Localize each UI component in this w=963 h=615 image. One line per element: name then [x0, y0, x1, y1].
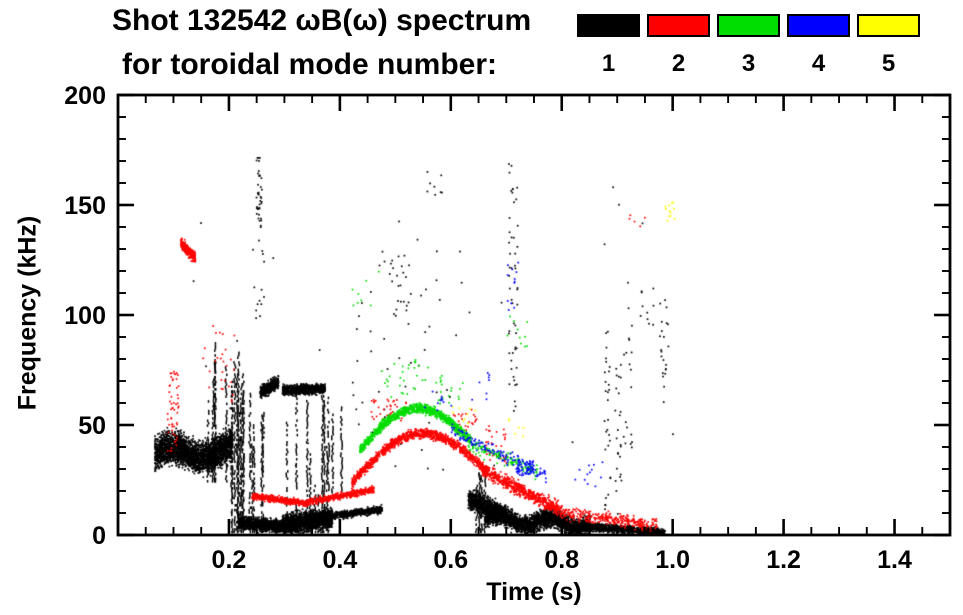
x-tick-label: 1.0 — [655, 546, 690, 574]
legend-label-mode-4: 4 — [811, 50, 826, 77]
x-axis-label: Time (s) — [486, 578, 582, 606]
chart-title-line1: Shot 132542 ωB(ω) spectrum — [112, 4, 532, 37]
legend-swatch-mode-2 — [647, 14, 710, 37]
x-tick-label: 0.6 — [433, 546, 468, 574]
x-tick-label: 1.4 — [877, 546, 912, 574]
legend-swatch-mode-5 — [857, 14, 920, 37]
x-tick-label: 1.2 — [766, 546, 801, 574]
y-tick-label: 150 — [64, 192, 106, 220]
y-tick-label: 100 — [64, 302, 106, 330]
y-tick-label: 0 — [92, 522, 106, 550]
y-tick-label: 200 — [64, 82, 106, 110]
y-tick-label: 50 — [78, 412, 106, 440]
legend-label-mode-2: 2 — [671, 50, 686, 77]
x-tick-label: 0.2 — [212, 546, 247, 574]
x-tick-label: 0.8 — [544, 546, 579, 574]
legend-label-mode-3: 3 — [741, 50, 756, 77]
y-axis-label: Frequency (kHz) — [13, 215, 42, 411]
legend-swatch-mode-3 — [717, 14, 780, 37]
x-tick-label: 0.4 — [322, 546, 357, 574]
legend-swatch-mode-4 — [787, 14, 850, 37]
legend-label-mode-5: 5 — [881, 50, 896, 77]
legend-swatch-mode-1 — [577, 14, 640, 37]
legend-label-mode-1: 1 — [601, 50, 616, 77]
chart-title-line2: for toroidal mode number: — [122, 48, 497, 81]
plot-frame — [116, 93, 952, 537]
